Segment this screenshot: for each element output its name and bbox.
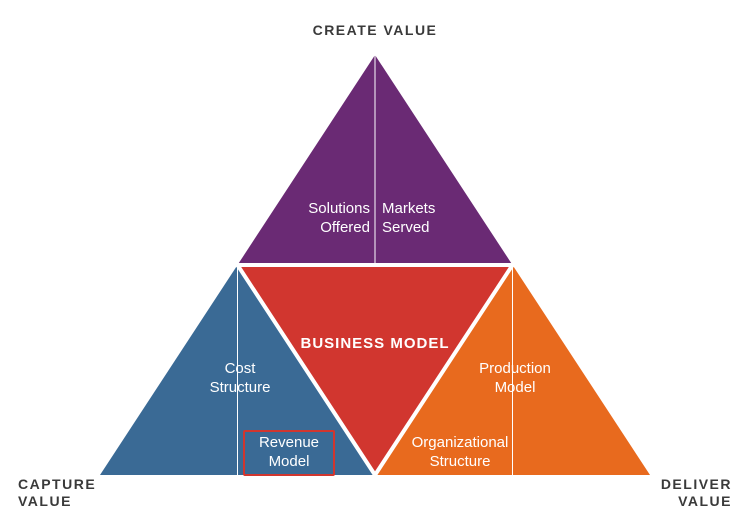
triangle-svg: [0, 0, 750, 521]
diagram-stage: CREATE VALUE CAPTURE VALUE DELIVER VALUE…: [0, 0, 750, 521]
